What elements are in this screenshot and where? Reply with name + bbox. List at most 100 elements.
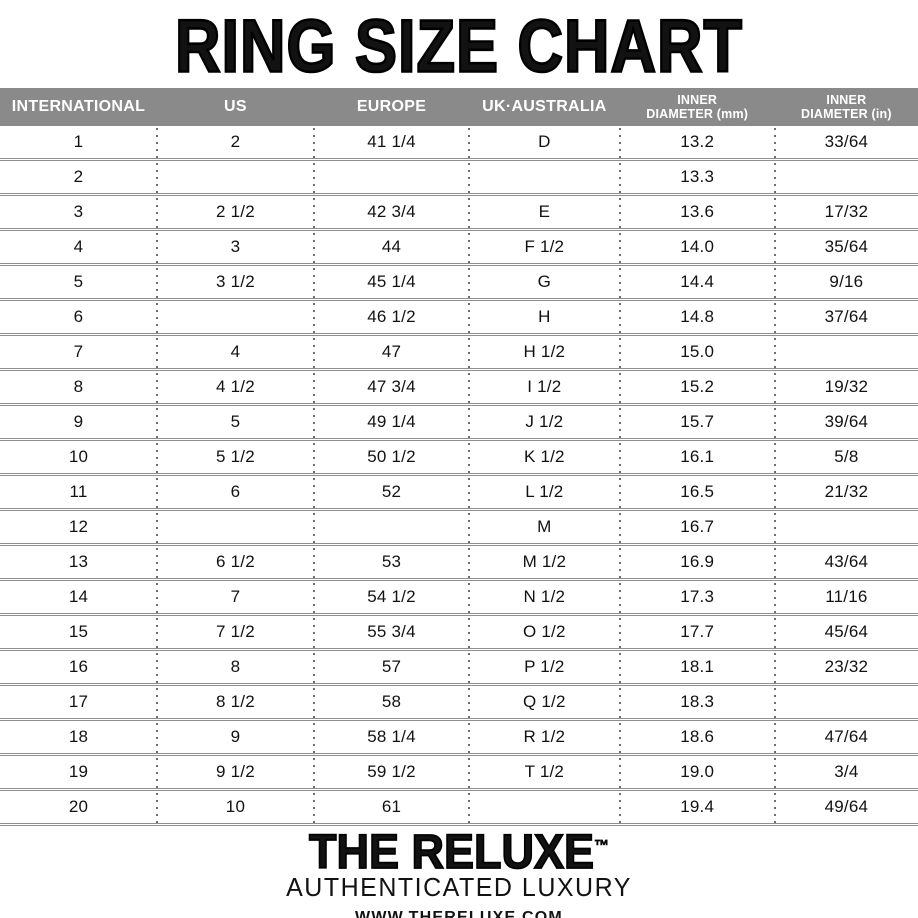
cell-international: 8 xyxy=(73,377,84,396)
column-header-label-line2: DIAMETER (in) xyxy=(800,107,892,121)
cell-europe: 42 3/4 xyxy=(367,202,416,221)
column-header-label-line2: DIAMETER (mm) xyxy=(646,107,749,121)
table-header-row: INTERNATIONAL US EUROPE UK·AUSTRALIA INNER DI… xyxy=(0,88,918,126)
cell-inner-diameter-mm: 13.3 xyxy=(680,167,715,186)
cell-us: 7 xyxy=(230,587,241,606)
cell-us: 6 xyxy=(230,482,241,501)
cell-uk-australia: O 1/2 xyxy=(523,622,566,641)
cell-europe: 55 3/4 xyxy=(367,622,416,641)
cell-international: 5 xyxy=(73,272,84,291)
cell-inner-diameter-in: 33/64 xyxy=(824,132,869,151)
cell-europe: 54 1/2 xyxy=(367,587,416,606)
cell-europe: 47 3/4 xyxy=(367,377,416,396)
cell-inner-diameter-in: 47/64 xyxy=(824,727,869,746)
cell-uk-australia: M xyxy=(537,517,552,536)
table-row: 18 9 58 1/4 R 1/2 18.6 47/64 xyxy=(0,721,918,756)
column-header-label: INNER xyxy=(677,93,718,107)
cell-international: 19 xyxy=(68,762,89,781)
cell-uk-australia: I 1/2 xyxy=(527,377,562,396)
table-row: 1 2 41 1/4 D 13.2 33/64 xyxy=(0,126,918,161)
cell-europe: 58 1/4 xyxy=(367,727,416,746)
table-row: 10 5 1/2 50 1/2 K 1/2 16.1 5/8 xyxy=(0,441,918,476)
cell-uk-australia: P 1/2 xyxy=(524,657,565,676)
cell-uk-australia: M 1/2 xyxy=(522,552,567,571)
table-row: 4 3 44 F 1/2 14.0 35/64 xyxy=(0,231,918,266)
cell-inner-diameter-in: 11/16 xyxy=(825,587,868,606)
table-row: 17 8 1/2 58 Q 1/2 18.3 xyxy=(0,686,918,721)
cell-international: 12 xyxy=(68,517,89,536)
table-row: 14 7 54 1/2 N 1/2 17.3 11/16 xyxy=(0,581,918,616)
table-row: 6 46 1/2 H 14.8 37/64 xyxy=(0,301,918,336)
cell-inner-diameter-in: 45/64 xyxy=(824,622,869,641)
column-header-inner-diameter-in: INNER DIAMETER (in) xyxy=(775,88,918,126)
table-row: 2 13.3 xyxy=(0,161,918,196)
cell-us: 5 1/2 xyxy=(216,447,255,466)
cell-inner-diameter-mm: 16.1 xyxy=(680,447,715,466)
cell-europe: 57 xyxy=(381,657,402,676)
cell-inner-diameter-mm: 13.6 xyxy=(680,202,715,221)
cell-inner-diameter-mm: 19.4 xyxy=(680,797,715,816)
cell-europe: 58 xyxy=(381,692,402,711)
cell-europe: 46 1/2 xyxy=(367,307,416,326)
column-header-uk-australia: UK·AUSTRALIA xyxy=(469,88,620,126)
cell-inner-diameter-mm: 16.7 xyxy=(680,517,715,536)
cell-us: 4 xyxy=(230,342,241,361)
cell-inner-diameter-mm: 19.0 xyxy=(680,762,715,781)
table-row: 7 4 47 H 1/2 15.0 xyxy=(0,336,918,371)
cell-us: 8 xyxy=(230,657,241,676)
cell-inner-diameter-mm: 14.4 xyxy=(680,272,715,291)
cell-international: 18 xyxy=(68,727,89,746)
cell-us: 4 1/2 xyxy=(216,377,255,396)
cell-europe: 41 1/4 xyxy=(367,132,416,151)
cell-uk-australia: K 1/2 xyxy=(524,447,565,466)
cell-international: 10 xyxy=(68,447,89,466)
cell-us: 5 xyxy=(230,412,241,431)
cell-international: 11 xyxy=(69,482,88,501)
cell-inner-diameter-in: 5/8 xyxy=(834,447,859,466)
cell-inner-diameter-mm: 14.0 xyxy=(680,237,715,256)
cell-international: 17 xyxy=(68,692,89,711)
cell-inner-diameter-in: 35/64 xyxy=(824,237,869,256)
column-header-label: US xyxy=(224,98,247,116)
cell-us: 6 1/2 xyxy=(216,552,255,571)
column-header-europe: EUROPE xyxy=(314,88,469,126)
cell-international: 20 xyxy=(68,797,89,816)
table-row: 13 6 1/2 53 M 1/2 16.9 43/64 xyxy=(0,546,918,581)
cell-international: 16 xyxy=(68,657,89,676)
cell-europe: 44 xyxy=(381,237,402,256)
table-row: 15 7 1/2 55 3/4 O 1/2 17.7 45/64 xyxy=(0,616,918,651)
trademark-symbol: ™ xyxy=(594,836,610,856)
table-row: 12 M 16.7 xyxy=(0,511,918,546)
cell-europe: 61 xyxy=(381,797,402,816)
cell-us: 3 xyxy=(230,237,241,256)
cell-europe: 50 1/2 xyxy=(367,447,416,466)
cell-us: 2 xyxy=(230,132,241,151)
cell-europe: 47 xyxy=(381,342,402,361)
cell-uk-australia: D xyxy=(538,132,551,151)
cell-inner-diameter-mm: 18.3 xyxy=(680,692,715,711)
table-row: 9 5 49 1/4 J 1/2 15.7 39/64 xyxy=(0,406,918,441)
cell-inner-diameter-in: 37/64 xyxy=(824,307,869,326)
cell-inner-diameter-in: 3/4 xyxy=(834,762,859,781)
footer: THE RELUXE™ AUTHENTICATED LUXURY WWW.THE… xyxy=(0,826,918,918)
table-row: 20 10 61 19.4 49/64 xyxy=(0,791,918,826)
cell-europe: 45 1/4 xyxy=(367,272,416,291)
cell-europe: 59 1/2 xyxy=(367,762,416,781)
page-title: RING SIZE CHART xyxy=(174,4,743,89)
cell-uk-australia: F 1/2 xyxy=(524,237,565,256)
table-row: 5 3 1/2 45 1/4 G 14.4 9/16 xyxy=(0,266,918,301)
cell-inner-diameter-in: 49/64 xyxy=(824,797,869,816)
table-body: 1 2 41 1/4 D 13.2 33/64 2 13.3 3 2 1/2 42 3/4 E 13.6… xyxy=(0,126,918,826)
cell-inner-diameter-mm: 16.5 xyxy=(680,482,715,501)
cell-uk-australia: H 1/2 xyxy=(523,342,566,361)
cell-inner-diameter-in: 39/64 xyxy=(824,412,869,431)
table-row: 3 2 1/2 42 3/4 E 13.6 17/32 xyxy=(0,196,918,231)
cell-uk-australia: J 1/2 xyxy=(525,412,564,431)
cell-inner-diameter-mm: 18.6 xyxy=(680,727,715,746)
cell-us: 7 1/2 xyxy=(216,622,255,641)
cell-europe: 52 xyxy=(381,482,402,501)
cell-international: 6 xyxy=(73,307,84,326)
cell-uk-australia: R 1/2 xyxy=(523,727,566,746)
cell-international: 1 xyxy=(73,132,84,151)
cell-us: 9 xyxy=(230,727,241,746)
